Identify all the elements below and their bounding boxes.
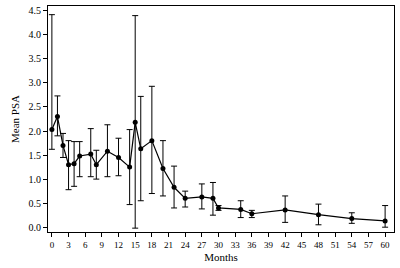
svg-text:57: 57	[364, 240, 374, 250]
svg-text:24: 24	[181, 240, 191, 250]
svg-text:15: 15	[131, 240, 141, 250]
svg-text:1.0: 1.0	[29, 174, 42, 185]
svg-text:54: 54	[347, 240, 357, 250]
svg-text:Months: Months	[204, 251, 238, 263]
svg-text:3: 3	[66, 240, 71, 250]
svg-text:0: 0	[50, 240, 55, 250]
svg-text:6: 6	[83, 240, 88, 250]
svg-text:0.5: 0.5	[29, 198, 42, 209]
svg-text:27: 27	[197, 240, 207, 250]
svg-text:60: 60	[381, 240, 391, 250]
svg-text:3.0: 3.0	[29, 77, 42, 88]
svg-text:4.0: 4.0	[29, 29, 42, 40]
svg-text:21: 21	[164, 240, 173, 250]
svg-text:9: 9	[100, 240, 105, 250]
svg-text:3.5: 3.5	[29, 53, 42, 64]
svg-text:0.0: 0.0	[29, 222, 42, 233]
svg-text:42: 42	[281, 240, 290, 250]
svg-text:45: 45	[297, 240, 307, 250]
svg-text:48: 48	[314, 240, 324, 250]
svg-text:Mean PSA: Mean PSA	[9, 95, 21, 143]
svg-text:51: 51	[331, 240, 340, 250]
svg-text:36: 36	[247, 240, 257, 250]
svg-text:2.5: 2.5	[29, 101, 42, 112]
svg-text:18: 18	[147, 240, 157, 250]
svg-text:4.5: 4.5	[29, 5, 42, 16]
svg-text:1.5: 1.5	[29, 150, 42, 161]
svg-text:2.0: 2.0	[29, 126, 42, 137]
svg-text:12: 12	[114, 240, 123, 250]
svg-text:33: 33	[231, 240, 241, 250]
svg-text:30: 30	[214, 240, 224, 250]
svg-text:39: 39	[264, 240, 274, 250]
